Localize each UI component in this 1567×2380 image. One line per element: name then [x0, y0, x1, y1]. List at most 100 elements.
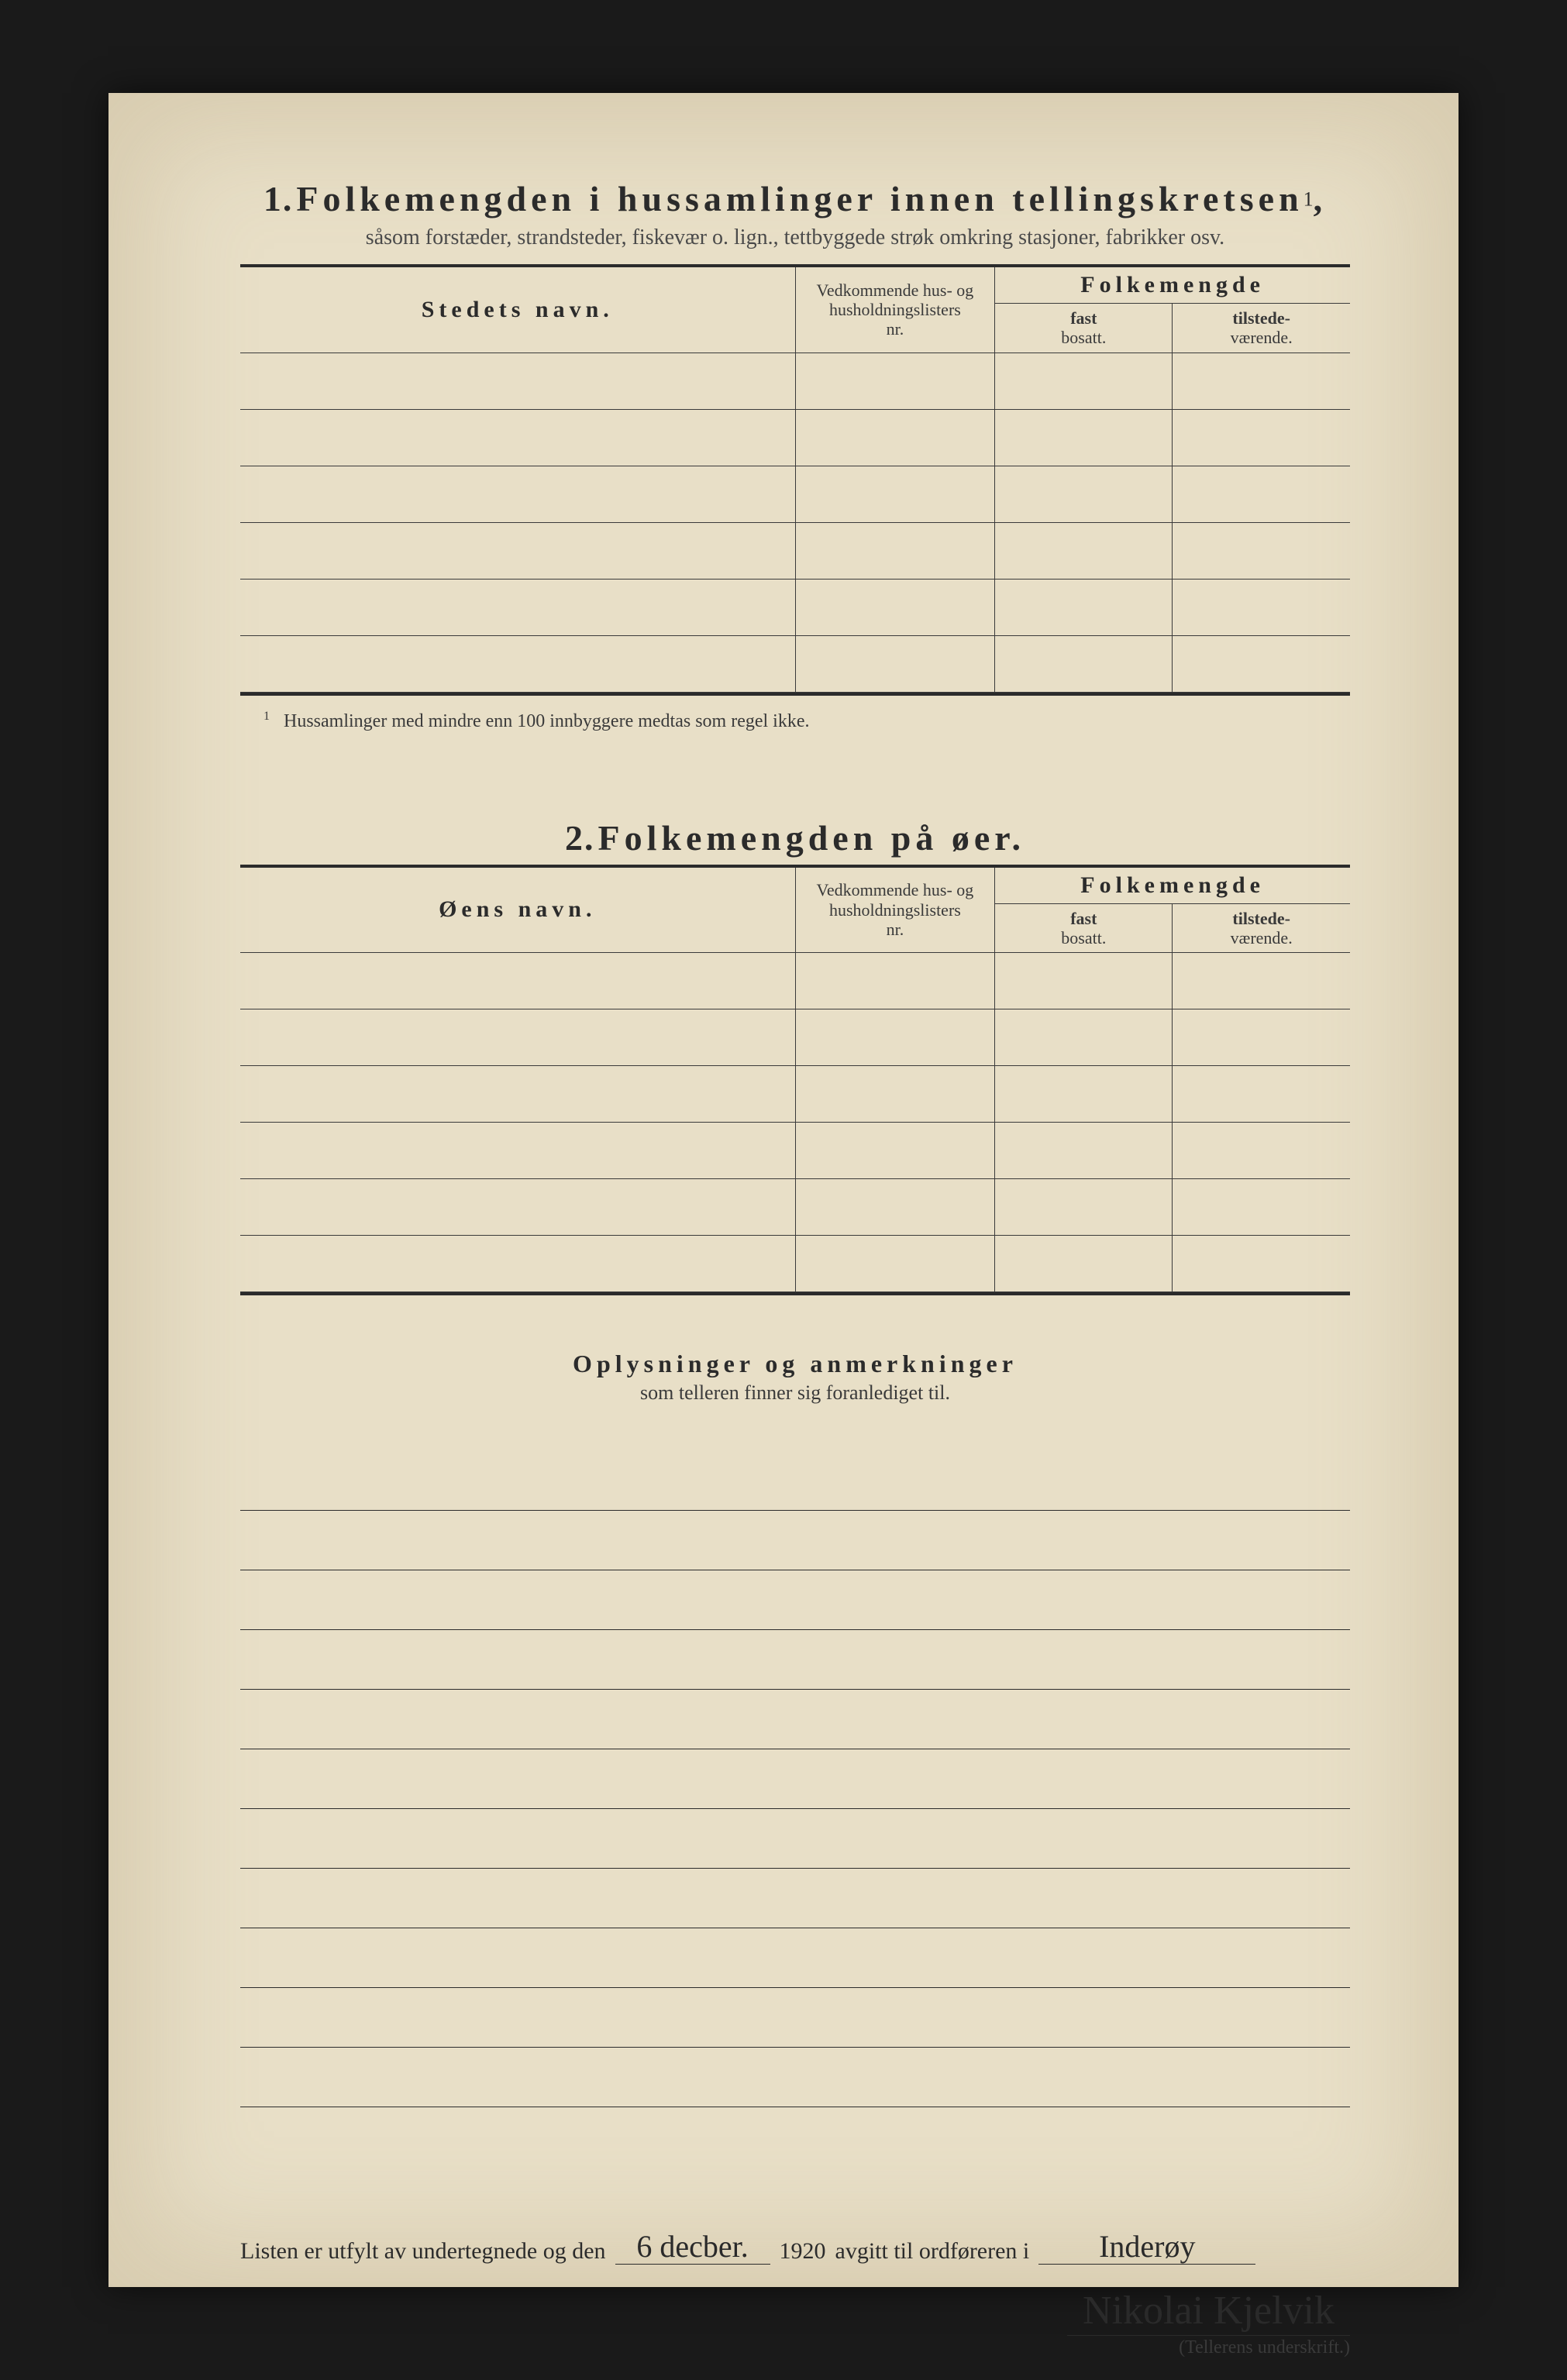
table-cell — [795, 353, 995, 409]
section1-title: Folkemengden i hussamlinger innen tellin… — [296, 179, 1303, 218]
table-cell — [240, 1066, 795, 1123]
table-cell — [795, 409, 995, 466]
table-row — [240, 466, 1350, 522]
table-row — [240, 409, 1350, 466]
table-cell — [240, 1179, 795, 1236]
writing-line — [240, 1570, 1350, 1630]
table-cell — [240, 635, 795, 692]
section2-col2-header: Vedkommende hus- og husholdningslisters … — [795, 868, 995, 953]
table-cell — [240, 1009, 795, 1066]
section1-col3a-header: fast bosatt. — [995, 304, 1173, 353]
table-row — [240, 1066, 1350, 1123]
table-row — [240, 1236, 1350, 1292]
table-cell — [795, 522, 995, 579]
table-cell — [995, 353, 1173, 409]
table-row — [240, 1179, 1350, 1236]
table-cell — [1173, 1179, 1350, 1236]
table-cell — [995, 1123, 1173, 1179]
section2-table: Øens navn. Vedkommende hus- og husholdni… — [240, 868, 1350, 1293]
table-cell — [795, 1236, 995, 1292]
signature-label: (Tellerens underskrift.) — [240, 2337, 1350, 2358]
signoff-year: 1920 — [780, 2238, 826, 2265]
table-cell — [795, 466, 995, 522]
section2-col3a-header: fast bosatt. — [995, 903, 1173, 953]
table-cell — [240, 953, 795, 1009]
table-cell — [795, 635, 995, 692]
section2-col1-header: Øens navn. — [240, 868, 795, 953]
signature-block: Nikolai Kjelvik (Tellerens underskrift.) — [240, 2288, 1350, 2358]
section2-bottom-rule — [240, 1292, 1350, 1295]
table-cell — [995, 522, 1173, 579]
table-cell — [995, 409, 1173, 466]
signature: Nikolai Kjelvik — [1067, 2288, 1350, 2336]
writing-line — [240, 1809, 1350, 1869]
table-cell — [240, 1236, 795, 1292]
table-cell — [1173, 522, 1350, 579]
signoff-date-field: 6 decber. — [615, 2231, 770, 2265]
signoff-place-field: Inderøy — [1038, 2231, 1255, 2265]
table-cell — [1173, 635, 1350, 692]
writing-line — [240, 1451, 1350, 1511]
table-cell — [1173, 466, 1350, 522]
table-cell — [995, 466, 1173, 522]
table-cell — [995, 635, 1173, 692]
writing-line — [240, 1630, 1350, 1690]
table-cell — [240, 1123, 795, 1179]
table-cell — [795, 1179, 995, 1236]
table-cell — [795, 579, 995, 635]
section2-heading: 2. Folkemengden på øer. — [240, 817, 1350, 858]
table-row — [240, 1123, 1350, 1179]
table-cell — [995, 579, 1173, 635]
writing-line — [240, 1928, 1350, 1988]
section2-col3b-header: tilstede- værende. — [1173, 903, 1350, 953]
table-cell — [1173, 1236, 1350, 1292]
table-cell — [795, 953, 995, 1009]
remarks-subtitle: som telleren finner sig foranlediget til… — [240, 1381, 1350, 1405]
table-cell — [240, 409, 795, 466]
table-cell — [995, 1009, 1173, 1066]
table-cell — [1173, 1009, 1350, 1066]
table-row — [240, 353, 1350, 409]
remarks-lines — [240, 1451, 1350, 2107]
signoff-prefix: Listen er utfylt av undertegnede og den — [240, 2238, 606, 2265]
table-cell — [1173, 953, 1350, 1009]
table-row — [240, 635, 1350, 692]
table-cell — [240, 466, 795, 522]
table-cell — [240, 353, 795, 409]
section2-col3-header: Folkemengde — [995, 868, 1350, 904]
table-cell — [995, 1236, 1173, 1292]
writing-line — [240, 1869, 1350, 1928]
section1-subtitle: såsom forstæder, strandsteder, fiskevær … — [240, 225, 1350, 250]
section2-number: 2. — [565, 818, 595, 858]
table-cell — [795, 1066, 995, 1123]
section2-title: Folkemengden på øer. — [598, 818, 1025, 858]
section1-col3b-header: tilstede- værende. — [1173, 304, 1350, 353]
table-cell — [795, 1009, 995, 1066]
writing-line — [240, 1511, 1350, 1570]
section1-title-footnote-ref: 1 — [1304, 188, 1314, 211]
section1-col3-header: Folkemengde — [995, 267, 1350, 304]
table-cell — [995, 1179, 1173, 1236]
table-cell — [1173, 353, 1350, 409]
section1-heading: 1. Folkemengden i hussamlinger innen tel… — [240, 178, 1350, 219]
writing-line — [240, 1749, 1350, 1809]
table-cell — [1173, 1066, 1350, 1123]
table-cell — [240, 522, 795, 579]
scan-frame: 1. Folkemengden i hussamlinger innen tel… — [0, 0, 1567, 2380]
table-cell — [240, 579, 795, 635]
section1-bottom-rule — [240, 693, 1350, 696]
table-cell — [995, 1066, 1173, 1123]
table-cell — [1173, 409, 1350, 466]
table-row — [240, 953, 1350, 1009]
table-row — [240, 522, 1350, 579]
table-row — [240, 1009, 1350, 1066]
signoff-line: Listen er utfylt av undertegnede og den … — [240, 2231, 1350, 2265]
writing-line — [240, 1988, 1350, 2048]
table-row — [240, 579, 1350, 635]
section1-number: 1. — [263, 179, 294, 218]
table-cell — [795, 1123, 995, 1179]
table-cell — [1173, 1123, 1350, 1179]
signoff-middle: avgitt til ordføreren i — [835, 2238, 1030, 2265]
writing-line — [240, 2048, 1350, 2107]
section1-col1-header: Stedets navn. — [240, 267, 795, 353]
